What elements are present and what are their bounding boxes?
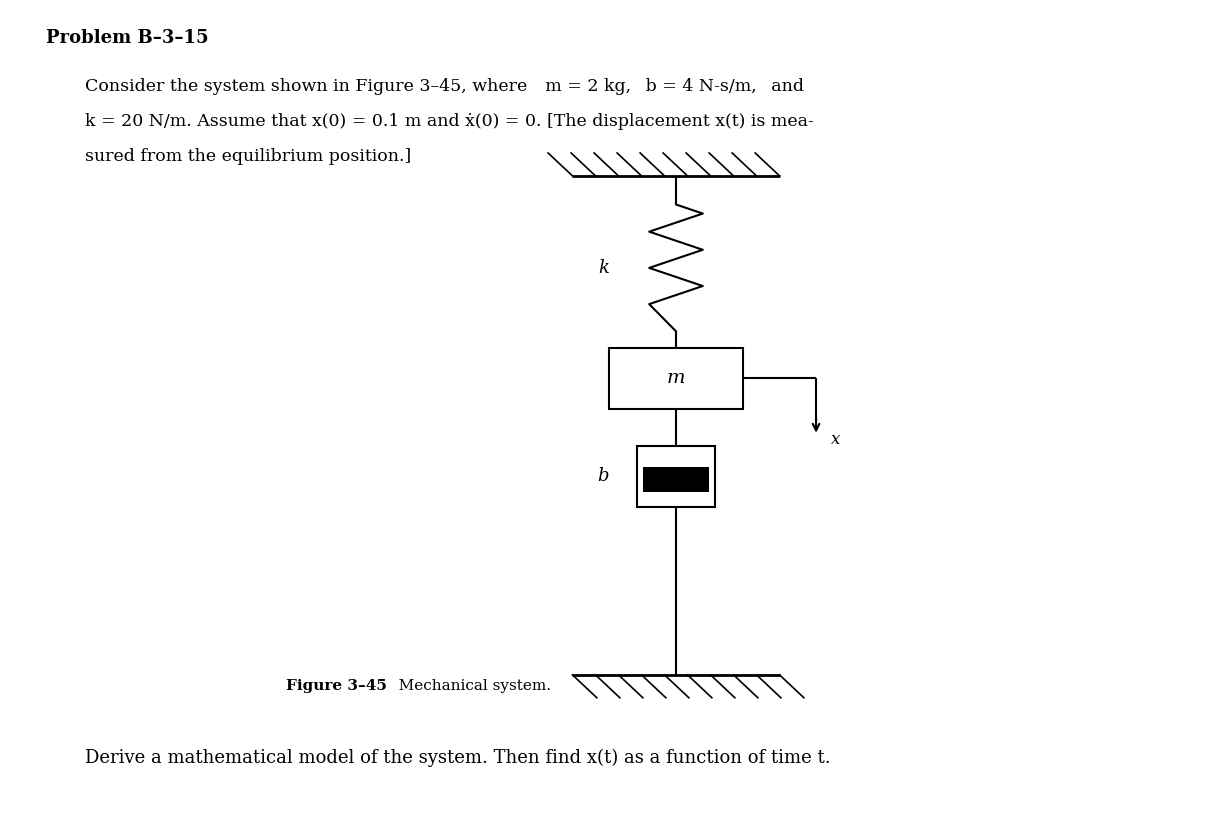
Text: Problem B–3–15: Problem B–3–15 xyxy=(46,29,209,47)
Text: x: x xyxy=(831,432,840,448)
Text: sured from the equilibrium position.]: sured from the equilibrium position.] xyxy=(85,148,412,165)
Text: Figure 3–45: Figure 3–45 xyxy=(286,679,387,693)
Bar xyxy=(643,467,709,492)
Text: b: b xyxy=(598,467,609,486)
Text: Derive a mathematical model of the system. Then find x(t) as a function of time : Derive a mathematical model of the syste… xyxy=(85,748,831,766)
Bar xyxy=(609,348,743,409)
Bar xyxy=(637,446,715,507)
Text: k = 20 N/m. Assume that x(0) = 0.1 m and ẋ(0) = 0. [The displacement x(t) is mea: k = 20 N/m. Assume that x(0) = 0.1 m and… xyxy=(85,113,814,130)
Text: Mechanical system.: Mechanical system. xyxy=(384,679,551,693)
Text: k: k xyxy=(598,258,609,277)
Text: Consider the system shown in Figure 3–45, where    m = 2 kg,   b = 4 N-s/m,   an: Consider the system shown in Figure 3–45… xyxy=(85,78,804,95)
Text: m: m xyxy=(666,369,686,388)
